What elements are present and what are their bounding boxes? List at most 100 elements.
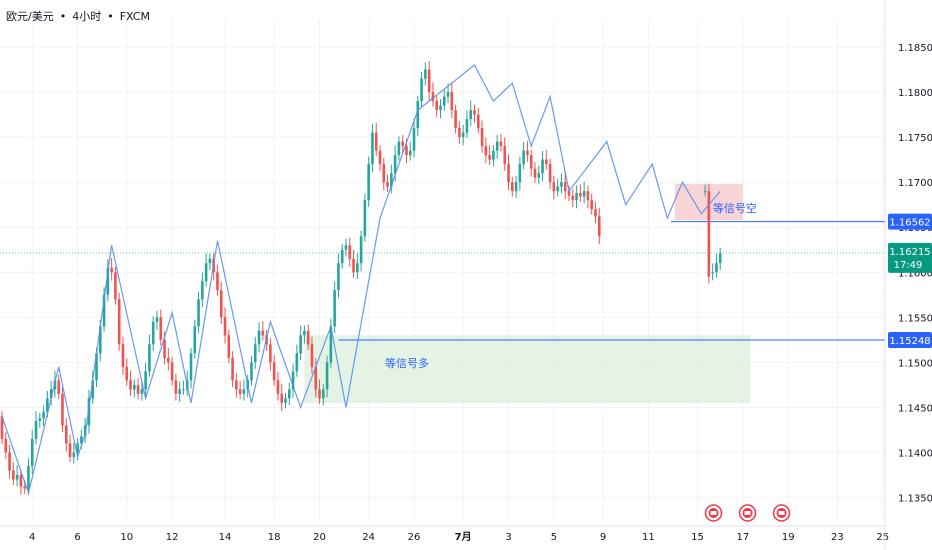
candle [42, 411, 45, 419]
candle [446, 92, 450, 97]
candle [223, 317, 227, 336]
candle [579, 192, 582, 197]
candle [144, 371, 147, 390]
x-tick-label: 18 [268, 532, 281, 543]
chart-title: 欧元/美元 • 4小时 • FXCM [6, 8, 150, 24]
candle [80, 436, 83, 444]
candle [484, 146, 488, 156]
x-tick-label: 25 [876, 532, 889, 543]
candle [117, 299, 121, 345]
candle [261, 330, 265, 336]
long-zone-label: 等信号多 [385, 356, 429, 370]
candle [556, 186, 559, 192]
candle [98, 326, 102, 354]
title-separator: • [59, 10, 67, 23]
candle [450, 92, 454, 111]
candle [469, 110, 473, 120]
candle [310, 344, 314, 367]
candle [541, 159, 544, 174]
candle [325, 362, 329, 390]
candle [8, 452, 11, 471]
short-zone-label: 等信号空 [713, 201, 757, 215]
x-tick-label: 11 [642, 532, 655, 543]
candle [4, 438, 8, 453]
candle [136, 384, 140, 394]
candle [76, 443, 79, 453]
candle [575, 192, 578, 201]
flag-icon [744, 511, 751, 515]
y-tick-label: 1.14500 [898, 403, 932, 414]
candle [552, 182, 556, 192]
candle [235, 380, 238, 390]
candle [287, 389, 291, 399]
candle [522, 150, 525, 165]
candle [64, 425, 68, 444]
candle [208, 258, 212, 264]
candle [526, 150, 529, 156]
candle [12, 470, 15, 480]
candle [416, 101, 420, 129]
last-price-label: 1.16215 [889, 247, 930, 258]
candle [707, 191, 711, 277]
x-tick-label: 20 [313, 532, 326, 543]
y-tick-label: 1.13500 [898, 493, 932, 504]
level-price-tag [888, 213, 932, 230]
candle [488, 155, 491, 160]
y-tick-label: 1.14000 [898, 448, 932, 459]
candle [216, 272, 219, 291]
x-tick-label: 10 [120, 532, 133, 543]
candle [412, 128, 416, 151]
candle [514, 182, 518, 192]
candle [390, 173, 393, 187]
candle [427, 69, 431, 93]
x-tick-label: 24 [362, 532, 375, 543]
candle [318, 389, 321, 399]
candle [582, 191, 586, 197]
candle [219, 290, 223, 318]
candle [250, 362, 253, 381]
candle [560, 182, 563, 187]
candle [121, 344, 125, 367]
candle [19, 474, 23, 487]
candle [201, 281, 204, 300]
candle [529, 155, 533, 169]
y-tick-label: 1.15500 [898, 313, 932, 324]
y-tick-label: 1.16000 [898, 268, 932, 279]
candle [480, 128, 484, 147]
candle [439, 105, 442, 111]
candle [68, 443, 72, 457]
title-separator: • [107, 10, 114, 23]
candle [227, 335, 231, 358]
candle [503, 146, 507, 165]
candle [537, 173, 541, 178]
candle [49, 389, 53, 399]
candle [197, 299, 200, 327]
candle [167, 357, 170, 363]
candle [465, 119, 469, 133]
candle [442, 96, 446, 106]
candle [204, 263, 208, 282]
candle [276, 380, 280, 394]
candle [401, 141, 404, 147]
candle [110, 267, 113, 273]
x-tick-label: 17 [737, 532, 750, 543]
candle [473, 110, 476, 115]
candle [155, 317, 159, 322]
y-tick-label: 1.17500 [898, 133, 932, 144]
candle [182, 389, 185, 391]
candle [405, 146, 408, 156]
candle [715, 263, 718, 273]
candle [518, 164, 522, 183]
candle [257, 330, 261, 345]
candle [272, 362, 276, 381]
candle [91, 380, 95, 399]
candle [363, 200, 367, 237]
candle [571, 195, 575, 201]
candle [352, 258, 355, 273]
candle [386, 182, 389, 187]
candle [718, 253, 722, 264]
candle [102, 294, 106, 327]
candle [57, 380, 60, 394]
candle [408, 150, 412, 156]
